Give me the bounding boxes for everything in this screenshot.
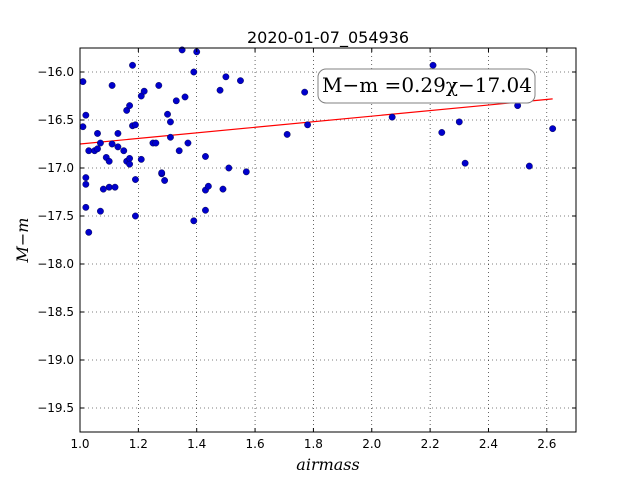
data-point <box>301 88 309 96</box>
data-point <box>99 185 107 193</box>
data-point <box>242 168 250 176</box>
x-tick-label: 2.2 <box>421 437 440 451</box>
data-point <box>132 176 139 183</box>
data-point <box>94 145 101 153</box>
data-point <box>388 113 396 121</box>
data-point <box>94 130 101 137</box>
fit-equation-label: M−m =0.29χ−17.04 <box>322 73 532 97</box>
x-tick-label: 1.8 <box>304 437 323 451</box>
y-tick-label: −19.5 <box>37 401 74 415</box>
x-tick-label: 2.4 <box>479 437 498 451</box>
data-point <box>82 180 90 188</box>
data-point <box>105 183 113 191</box>
data-point <box>79 123 87 131</box>
data-point <box>108 82 116 89</box>
data-point <box>155 82 163 89</box>
data-point <box>140 87 148 95</box>
data-point <box>181 93 189 101</box>
data-point <box>82 203 90 211</box>
x-tick-label: 1.4 <box>187 437 206 451</box>
data-point <box>175 147 183 155</box>
data-point <box>225 164 233 172</box>
data-point <box>461 159 469 167</box>
x-axis-label: airmass <box>296 455 359 474</box>
data-point <box>108 140 116 148</box>
data-point <box>114 130 122 137</box>
data-point <box>525 162 533 170</box>
data-points <box>79 46 557 236</box>
annotation-box: M−m =0.29χ−17.04 <box>317 68 536 104</box>
plot-area-frame <box>79 47 577 433</box>
data-point <box>82 174 90 182</box>
x-tick-label: 2.0 <box>362 437 381 451</box>
data-point <box>283 130 291 138</box>
fit-line <box>79 98 553 145</box>
data-point <box>79 78 87 86</box>
chart-title: 2020-01-07_054936 <box>247 28 409 48</box>
data-point <box>85 147 93 155</box>
data-point <box>219 185 227 193</box>
data-point <box>190 217 198 225</box>
x-tick-label: 1.2 <box>129 437 148 451</box>
data-point <box>202 153 209 160</box>
data-point <box>438 129 446 136</box>
data-point <box>172 97 180 105</box>
data-point <box>237 77 244 85</box>
data-point <box>137 155 145 163</box>
data-point <box>158 169 166 177</box>
data-point <box>126 102 134 110</box>
y-tick-label: −17.5 <box>37 209 74 223</box>
x-tick-label: 1.6 <box>246 437 265 451</box>
data-point <box>97 139 104 147</box>
data-point <box>164 110 171 118</box>
data-point <box>167 133 174 141</box>
x-tick-label: 1.0 <box>70 437 89 451</box>
axis-ticks: 1.0 1.2 1.4 1.6 1.8 2.0 2.2 2.4 2.6 −16.0 −16.5 −17… <box>37 48 576 451</box>
data-point <box>304 121 311 129</box>
y-tick-label: −19.0 <box>37 353 74 367</box>
data-point <box>152 139 160 147</box>
data-point <box>429 61 437 69</box>
data-point <box>120 147 128 155</box>
data-point <box>455 118 463 126</box>
fit-line-group <box>79 98 553 145</box>
data-point <box>105 157 113 165</box>
y-tick-label: −16.0 <box>37 65 74 79</box>
data-point <box>126 154 134 162</box>
data-point <box>549 125 557 133</box>
data-point <box>184 139 192 147</box>
data-point <box>114 143 122 151</box>
y-tick-label: −16.5 <box>37 113 74 127</box>
y-tick-label: −18.0 <box>37 257 74 271</box>
data-point <box>161 177 169 184</box>
data-point <box>126 160 134 168</box>
data-point <box>216 86 224 94</box>
data-point <box>132 121 139 129</box>
annotation-box-frame <box>317 68 536 104</box>
y-tick-label: −18.5 <box>37 305 74 319</box>
y-tick-label: −17.0 <box>37 161 74 175</box>
data-point <box>132 212 139 220</box>
data-point <box>167 118 174 126</box>
data-point <box>97 207 104 215</box>
data-point <box>222 73 230 81</box>
data-point <box>190 68 198 76</box>
data-point <box>111 183 119 191</box>
data-point <box>202 206 209 214</box>
data-point <box>129 61 136 69</box>
data-point <box>85 228 93 236</box>
x-tick-label: 2.6 <box>537 437 556 451</box>
y-axis-label: M−m <box>13 218 32 264</box>
data-point <box>204 182 212 190</box>
data-point <box>82 111 90 119</box>
